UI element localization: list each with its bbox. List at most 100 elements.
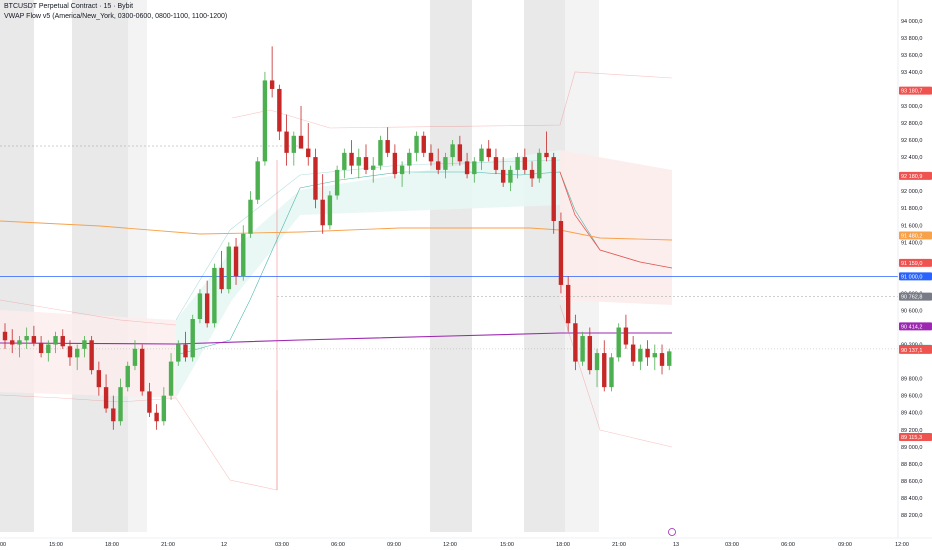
candle-body[interactable] bbox=[147, 391, 152, 413]
candle-body[interactable] bbox=[248, 199, 253, 234]
candle-body[interactable] bbox=[378, 140, 383, 166]
candle-body[interactable] bbox=[436, 161, 441, 170]
candle-body[interactable] bbox=[349, 152, 354, 166]
candle-body[interactable] bbox=[573, 323, 578, 362]
candle-body[interactable] bbox=[96, 370, 102, 388]
candle-body[interactable] bbox=[212, 267, 217, 324]
candle-body[interactable] bbox=[616, 327, 621, 358]
candle-body[interactable] bbox=[67, 346, 73, 358]
candle-body[interactable] bbox=[500, 169, 506, 183]
candle-body[interactable] bbox=[479, 148, 484, 162]
price-tag bbox=[899, 322, 932, 331]
candle-body[interactable] bbox=[630, 344, 636, 362]
candle-body[interactable] bbox=[450, 144, 455, 158]
candle-body[interactable] bbox=[320, 199, 325, 226]
candle-body[interactable] bbox=[457, 144, 463, 162]
candle-body[interactable] bbox=[255, 161, 260, 200]
indicator-title[interactable]: VWAP Flow v5 (America/New_York, 0300-060… bbox=[4, 13, 228, 20]
candle-body[interactable] bbox=[125, 365, 130, 388]
candle-body[interactable] bbox=[443, 157, 448, 170]
candle-body[interactable] bbox=[472, 161, 477, 175]
candle-body[interactable] bbox=[667, 351, 672, 366]
candle-body[interactable] bbox=[132, 348, 138, 366]
candle-body[interactable] bbox=[609, 357, 614, 388]
candle-body[interactable] bbox=[31, 336, 37, 343]
candle-body[interactable] bbox=[464, 161, 470, 175]
candle-body[interactable] bbox=[298, 135, 304, 149]
candle-body[interactable] bbox=[241, 233, 246, 277]
candle-body[interactable] bbox=[103, 387, 109, 409]
candle-body[interactable] bbox=[602, 353, 607, 388]
candle-body[interactable] bbox=[659, 353, 665, 366]
candle-body[interactable] bbox=[529, 169, 535, 179]
candle-body[interactable] bbox=[313, 157, 318, 200]
candle-body[interactable] bbox=[262, 80, 268, 162]
candle-body[interactable] bbox=[306, 148, 311, 158]
candle-body[interactable] bbox=[197, 293, 203, 319]
candle-body[interactable] bbox=[551, 157, 556, 222]
session-marker-icon[interactable] bbox=[668, 528, 676, 536]
candle-body[interactable] bbox=[161, 395, 167, 422]
candle-body[interactable] bbox=[486, 148, 491, 158]
candle-body[interactable] bbox=[537, 152, 542, 179]
candle-body[interactable] bbox=[371, 165, 376, 170]
candle-body[interactable] bbox=[587, 336, 593, 371]
candle-body[interactable] bbox=[60, 336, 65, 347]
candle-body[interactable] bbox=[291, 135, 296, 153]
candle-body[interactable] bbox=[176, 344, 181, 362]
candle-body[interactable] bbox=[53, 336, 58, 345]
candle-body[interactable] bbox=[558, 221, 564, 285]
candle-body[interactable] bbox=[414, 135, 419, 153]
candle-body[interactable] bbox=[645, 348, 650, 358]
candle-body[interactable] bbox=[522, 157, 528, 170]
candle-body[interactable] bbox=[118, 387, 123, 422]
candle-body[interactable] bbox=[204, 293, 210, 324]
candle-body[interactable] bbox=[428, 152, 434, 162]
candle-body[interactable] bbox=[75, 348, 80, 358]
candle-body[interactable] bbox=[363, 157, 369, 170]
candle-body[interactable] bbox=[385, 140, 390, 153]
candle-body[interactable] bbox=[38, 342, 44, 354]
candle-body[interactable] bbox=[89, 340, 94, 371]
candle-body[interactable] bbox=[515, 157, 520, 170]
candle-body[interactable] bbox=[154, 412, 159, 422]
candle-body[interactable] bbox=[17, 340, 22, 345]
candle-body[interactable] bbox=[594, 353, 600, 371]
candle-body[interactable] bbox=[284, 131, 289, 153]
candle-body[interactable] bbox=[334, 169, 340, 196]
candle-body[interactable] bbox=[392, 152, 398, 175]
candle-body[interactable] bbox=[233, 246, 239, 277]
candle-body[interactable] bbox=[168, 361, 174, 396]
candle-body[interactable] bbox=[10, 340, 15, 345]
candle-body[interactable] bbox=[82, 340, 87, 349]
candle-body[interactable] bbox=[342, 152, 347, 170]
candle-body[interactable] bbox=[226, 246, 232, 290]
candle-body[interactable] bbox=[24, 336, 29, 341]
candle-body[interactable] bbox=[580, 336, 585, 362]
candle-body[interactable] bbox=[544, 152, 549, 158]
candle-body[interactable] bbox=[2, 331, 8, 341]
candle-body[interactable] bbox=[219, 267, 224, 290]
candle-body[interactable] bbox=[652, 353, 657, 358]
symbol-title[interactable]: BTCUSDT Perpetual Contract · 15 · Bybit bbox=[4, 3, 134, 10]
candle-body[interactable] bbox=[190, 318, 195, 358]
candle-body[interactable] bbox=[46, 344, 51, 354]
candle-body[interactable] bbox=[407, 152, 412, 166]
candle-body[interactable] bbox=[421, 135, 426, 153]
candle-body[interactable] bbox=[508, 169, 513, 183]
candle-body[interactable] bbox=[269, 80, 275, 89]
price-tag bbox=[899, 345, 932, 354]
candle-body[interactable] bbox=[139, 348, 145, 392]
candle-body[interactable] bbox=[111, 408, 116, 422]
candle-body[interactable] bbox=[277, 88, 282, 132]
candle-body[interactable] bbox=[565, 284, 571, 324]
candle-body[interactable] bbox=[493, 157, 499, 170]
candle-body[interactable] bbox=[623, 327, 629, 345]
candle-body[interactable] bbox=[399, 165, 405, 175]
candle-body[interactable] bbox=[183, 344, 188, 358]
candle-body[interactable] bbox=[638, 348, 643, 362]
candle-body[interactable] bbox=[327, 195, 333, 226]
candle-body[interactable] bbox=[356, 157, 361, 166]
